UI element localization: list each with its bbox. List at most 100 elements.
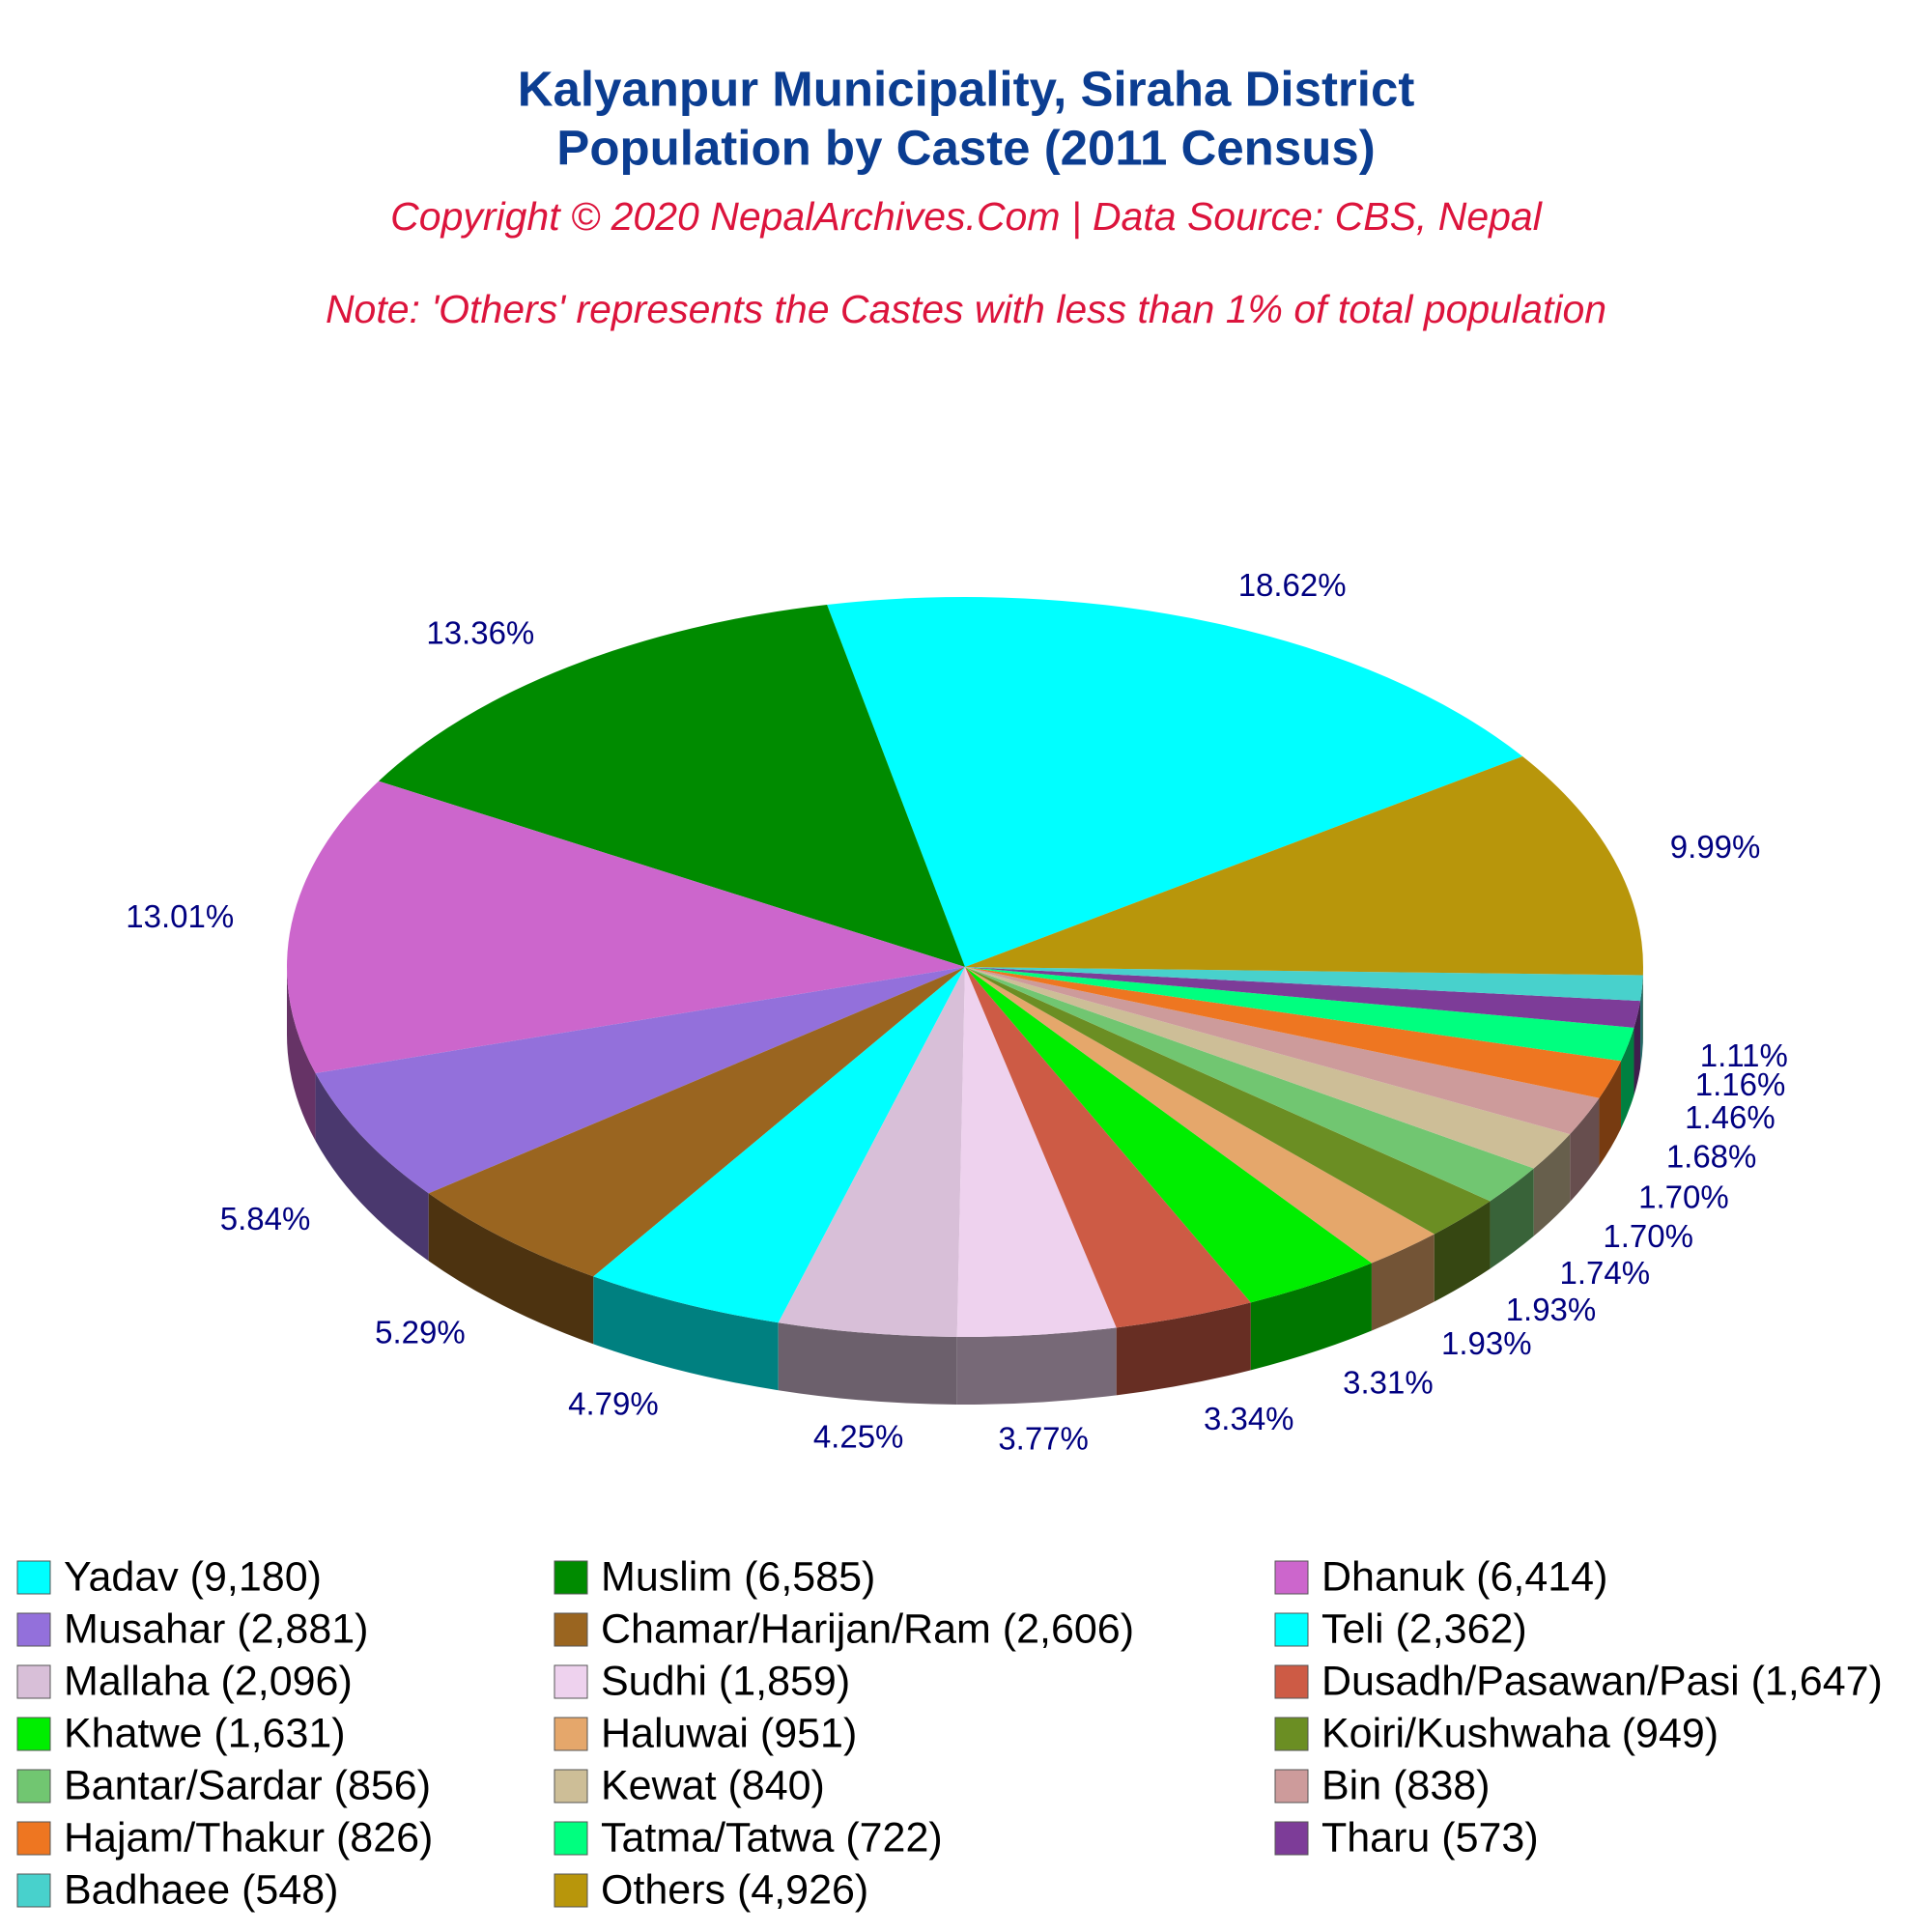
chart-note: Note: 'Others' represents the Castes wit… <box>326 287 1606 331</box>
data-label: 13.01% <box>126 898 234 934</box>
slice <box>965 967 1643 1002</box>
slice-side <box>315 1073 429 1262</box>
slice <box>378 605 965 967</box>
slice <box>965 967 1534 1202</box>
legend-label: Dhanuk (6,414) <box>1321 1553 1607 1600</box>
legend-swatch <box>16 1612 51 1647</box>
data-label: 1.70% <box>1638 1179 1729 1214</box>
legend-label: Yadav (9,180) <box>64 1553 322 1600</box>
legend-label: Sudhi (1,859) <box>601 1658 850 1704</box>
slice-side <box>593 1276 779 1391</box>
slice-side <box>1570 1097 1600 1203</box>
data-label: 4.79% <box>568 1385 659 1421</box>
slice-side <box>1434 1201 1491 1302</box>
data-label: 1.93% <box>1441 1325 1532 1361</box>
legend-swatch <box>554 1664 588 1699</box>
data-label: 18.62% <box>1238 567 1347 603</box>
legend-swatch <box>16 1769 51 1804</box>
slice <box>965 967 1641 1028</box>
legend-label: Musahar (2,881) <box>64 1605 369 1652</box>
slice <box>286 781 965 1074</box>
pie-tops <box>286 597 1643 1337</box>
legend-label: Tatma/Tatwa (722) <box>601 1814 943 1861</box>
data-label: 13.36% <box>426 615 534 651</box>
legend-swatch <box>554 1717 588 1751</box>
legend-label: Mallaha (2,096) <box>64 1658 353 1704</box>
slice <box>965 967 1634 1062</box>
slice-side <box>1490 1168 1534 1269</box>
data-labels: 18.62% 13.36% 13.01% 5.84% 5.29% 4.79% 4.25% 3.… <box>126 567 1788 1456</box>
legend-label: Kewat (840) <box>601 1762 825 1808</box>
slice-side <box>1250 1263 1372 1371</box>
legend-swatch <box>16 1664 51 1699</box>
legend-label: Chamar/Harijan/Ram (2,606) <box>601 1605 1134 1652</box>
legend-swatch <box>554 1821 588 1856</box>
slice <box>956 967 1117 1337</box>
data-label: 1.11% <box>1700 1037 1788 1073</box>
slice <box>315 967 965 1194</box>
legend-swatch <box>554 1560 588 1595</box>
slice <box>965 967 1435 1264</box>
legend-label: Others (4,926) <box>601 1866 868 1913</box>
legend-swatch <box>1274 1717 1309 1751</box>
data-label: 1.46% <box>1685 1099 1776 1135</box>
legend-label: Teli (2,362) <box>1321 1605 1527 1652</box>
legend-label: Badhaee (548) <box>64 1866 339 1913</box>
slice-side <box>1621 1027 1634 1129</box>
data-label: 1.16% <box>1695 1066 1786 1102</box>
slice-side <box>287 967 316 1142</box>
legend-swatch <box>554 1873 588 1908</box>
data-label: 1.74% <box>1559 1255 1650 1291</box>
slice-side <box>1116 1302 1251 1396</box>
data-label: 3.34% <box>1204 1401 1294 1436</box>
legend-label: Bin (838) <box>1321 1762 1490 1808</box>
data-label: 1.93% <box>1506 1292 1597 1327</box>
data-label: 5.84% <box>220 1201 311 1236</box>
slice <box>965 967 1251 1328</box>
legend-swatch <box>554 1769 588 1804</box>
slice <box>965 967 1491 1235</box>
legend-swatch <box>16 1821 51 1856</box>
legend-swatch <box>554 1612 588 1647</box>
legend-swatch <box>1274 1821 1309 1856</box>
slice-side <box>1533 1134 1571 1236</box>
legend-swatch <box>16 1717 51 1751</box>
data-label: 9.99% <box>1670 829 1761 865</box>
slice-side <box>778 1322 957 1405</box>
slice <box>778 967 965 1337</box>
legend-label: Haluwai (951) <box>601 1710 857 1756</box>
slice-side <box>428 1193 594 1345</box>
slice <box>965 967 1372 1303</box>
slice-side <box>1599 1061 1622 1166</box>
data-label: 1.68% <box>1666 1139 1757 1175</box>
chart-subtitle: Copyright © 2020 NepalArchives.Com | Dat… <box>390 194 1544 239</box>
legend-label: Koiri/Kushwaha (949) <box>1321 1710 1719 1756</box>
data-label: 1.70% <box>1603 1218 1693 1254</box>
legend-label: Bantar/Sardar (856) <box>64 1762 431 1808</box>
legend: Yadav (9,180) Muslim (6,585) Dhanuk (6,414… <box>16 1553 1883 1913</box>
legend-swatch <box>1274 1560 1309 1595</box>
chart-title: Kalyanpur Municipality, Siraha District <box>518 61 1415 116</box>
legend-label: Hajam/Thakur (826) <box>64 1814 433 1861</box>
slice-side <box>956 1327 1117 1405</box>
legend-label: Dusadh/Pasawan/Pasi (1,647) <box>1321 1658 1883 1704</box>
slice <box>827 597 1523 967</box>
slice-side <box>1640 975 1643 1069</box>
slice <box>593 967 965 1323</box>
slice <box>965 755 1643 976</box>
data-label: 3.31% <box>1343 1365 1434 1401</box>
slice <box>965 967 1600 1135</box>
data-label: 5.29% <box>375 1314 466 1350</box>
legend-label: Tharu (573) <box>1321 1814 1539 1861</box>
pie-sides <box>287 967 1643 1405</box>
data-label: 4.25% <box>813 1418 904 1454</box>
chart-title: Population by Caste (2011 Census) <box>556 120 1375 175</box>
legend-swatch <box>1274 1664 1309 1699</box>
legend-swatch <box>16 1873 51 1908</box>
legend-label: Khatwe (1,631) <box>64 1710 346 1756</box>
slice-side <box>1634 1001 1641 1095</box>
legend-label: Muslim (6,585) <box>601 1553 875 1600</box>
legend-swatch <box>1274 1769 1309 1804</box>
slice-side <box>1371 1234 1435 1331</box>
